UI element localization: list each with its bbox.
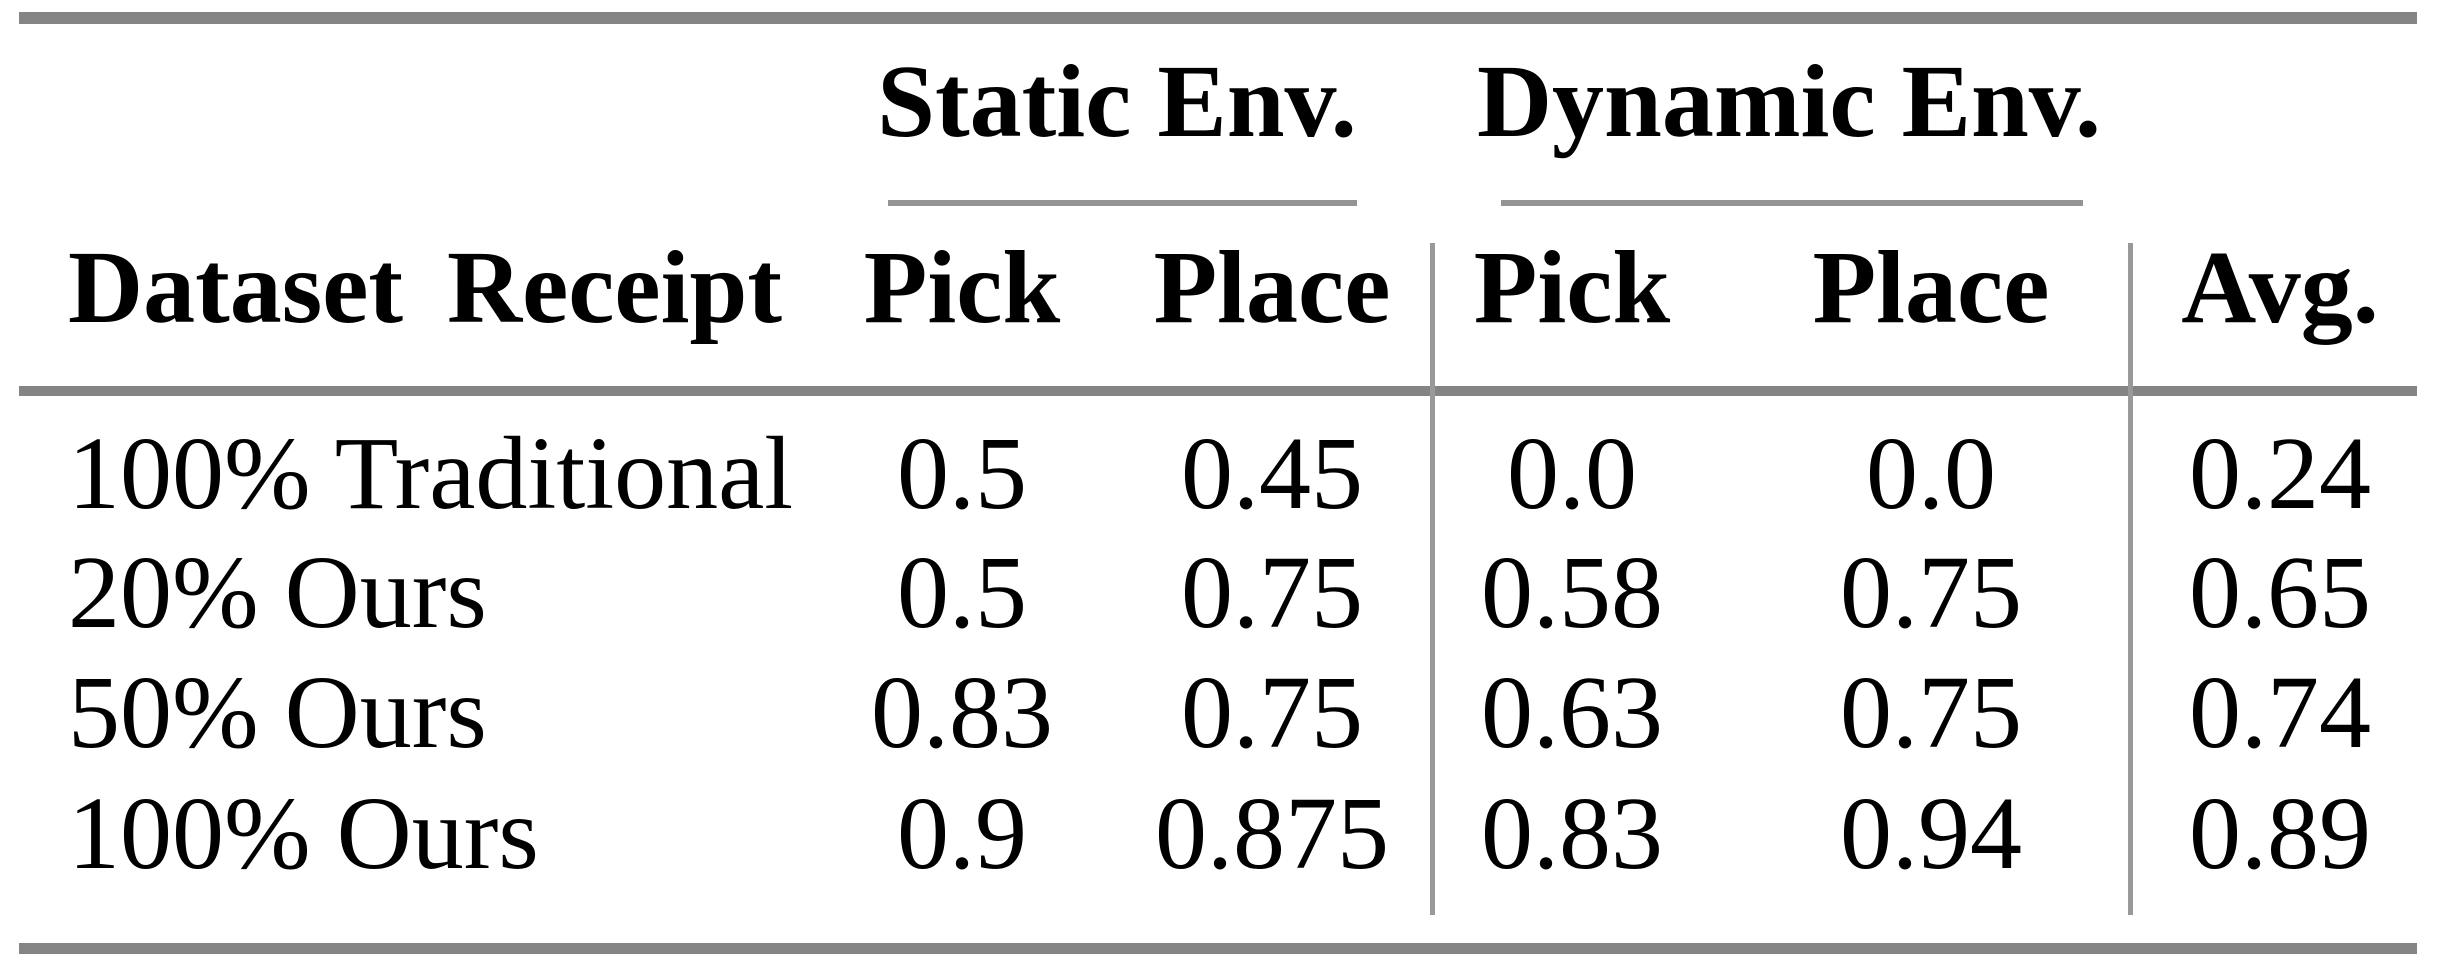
cell-dynamic-place: 0.75	[1840, 655, 2022, 770]
cell-static-place: 0.75	[1181, 535, 1363, 650]
cell-dynamic-pick: 0.83	[1481, 776, 1663, 891]
cell-static-place: 0.45	[1181, 416, 1363, 531]
cell-dynamic-pick: 0.63	[1481, 655, 1663, 770]
cell-static-place: 0.875	[1155, 776, 1389, 891]
dynamic-place-header: Place	[1812, 230, 2050, 345]
row-label: 100% Traditional	[68, 416, 794, 531]
static-place-header: Place	[1153, 230, 1391, 345]
cell-avg: 0.65	[2189, 535, 2371, 650]
cell-dynamic-pick: 0.58	[1481, 535, 1663, 650]
row-label: 50% Ours	[68, 655, 487, 770]
cell-static-pick: 0.5	[897, 535, 1027, 650]
cell-avg: 0.24	[2189, 416, 2371, 531]
mid-rule	[19, 386, 2417, 396]
avg-header: Avg.	[2181, 230, 2379, 345]
static-env-underline	[888, 200, 1357, 206]
cell-dynamic-pick: 0.0	[1507, 416, 1637, 531]
top-rule	[19, 12, 2417, 24]
row-label: 100% Ours	[68, 776, 539, 891]
cell-dynamic-place: 0.94	[1840, 776, 2022, 891]
static-env-group-header: Static Env.	[877, 44, 1357, 159]
cell-avg: 0.89	[2189, 776, 2371, 891]
row-label: 20% Ours	[68, 535, 487, 650]
cell-static-pick: 0.9	[897, 776, 1027, 891]
vertical-separator-static-dynamic	[1430, 243, 1435, 915]
dynamic-env-underline	[1501, 200, 2083, 206]
cell-static-place: 0.75	[1181, 655, 1363, 770]
dynamic-pick-header: Pick	[1473, 230, 1671, 345]
bottom-rule	[19, 943, 2417, 954]
cell-static-pick: 0.83	[871, 655, 1053, 770]
cell-static-pick: 0.5	[897, 416, 1027, 531]
vertical-separator-dynamic-avg	[2128, 243, 2133, 915]
dynamic-env-group-header: Dynamic Env.	[1476, 44, 2102, 159]
cell-avg: 0.74	[2189, 655, 2371, 770]
static-pick-header: Pick	[863, 230, 1061, 345]
dataset-receipt-header: Dataset Receipt	[68, 230, 782, 345]
cell-dynamic-place: 0.0	[1866, 416, 1996, 531]
cell-dynamic-place: 0.75	[1840, 535, 2022, 650]
